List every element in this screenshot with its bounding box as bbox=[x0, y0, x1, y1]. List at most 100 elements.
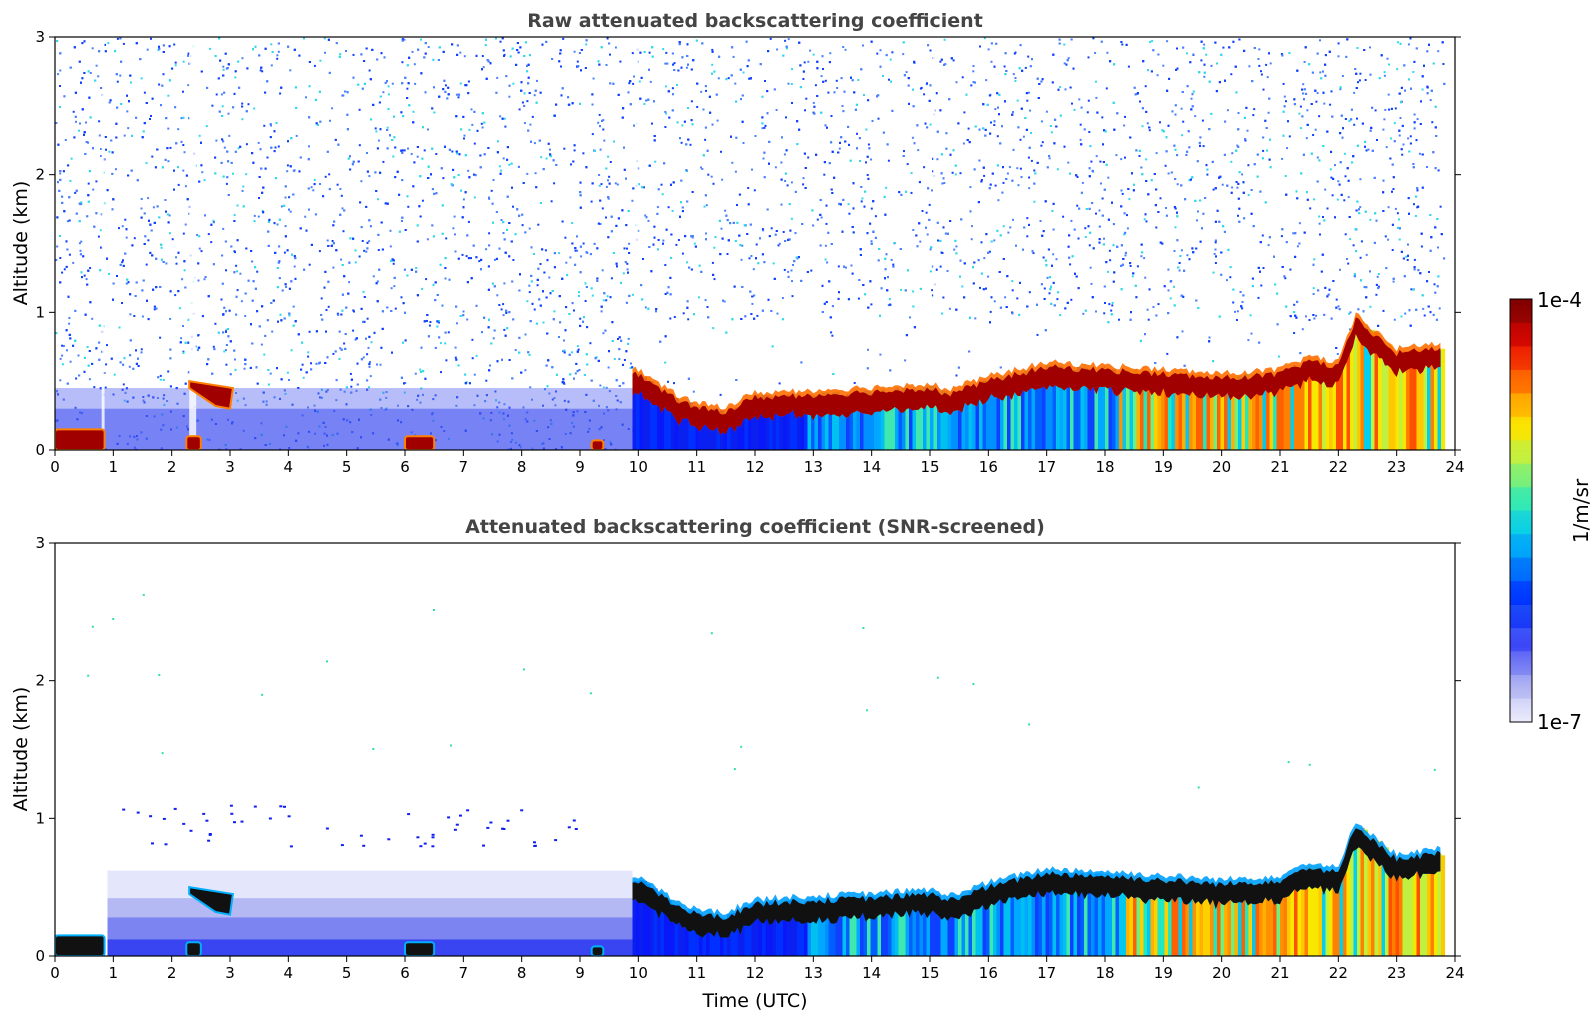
noise-speck bbox=[889, 58, 892, 61]
noise-speck bbox=[600, 183, 603, 186]
noise-speck bbox=[414, 372, 417, 375]
noise-speck bbox=[1318, 222, 1321, 225]
noise-speck bbox=[1118, 318, 1120, 321]
noise-speck bbox=[689, 143, 692, 146]
noise-speck bbox=[292, 305, 295, 308]
noise-speck bbox=[1316, 156, 1319, 159]
noise-speck bbox=[1067, 161, 1070, 164]
noise-speck bbox=[304, 215, 307, 218]
noise-speck bbox=[952, 59, 955, 62]
noise-speck bbox=[1394, 207, 1397, 210]
noise-speck bbox=[288, 196, 291, 199]
noise-speck bbox=[983, 37, 986, 40]
noise-speck bbox=[1103, 312, 1106, 315]
noise-speck bbox=[1109, 259, 1112, 262]
noise-speck bbox=[180, 117, 183, 120]
noise-speck bbox=[1147, 318, 1150, 321]
noise-speck bbox=[169, 146, 172, 149]
noise-speck bbox=[444, 84, 447, 87]
noise-speck bbox=[955, 374, 958, 377]
noise-speck bbox=[528, 227, 531, 230]
noise-speck bbox=[307, 355, 310, 358]
noise-speck bbox=[283, 251, 286, 254]
noise-speck bbox=[485, 379, 488, 382]
noise-speck bbox=[341, 207, 344, 210]
noise-speck bbox=[807, 156, 810, 159]
noise-speck bbox=[961, 76, 964, 79]
noise-speck bbox=[113, 373, 116, 376]
noise-speck bbox=[939, 265, 942, 268]
noise-speck bbox=[142, 396, 145, 398]
noise-speck bbox=[518, 108, 521, 111]
noise-speck bbox=[78, 129, 80, 132]
noise-speck bbox=[140, 348, 143, 351]
noise-speck bbox=[751, 168, 753, 171]
noise-speck bbox=[750, 255, 753, 257]
noise-speck bbox=[809, 49, 812, 52]
noise-speck bbox=[1094, 52, 1097, 54]
noise-speck bbox=[136, 438, 139, 441]
noise-speck bbox=[168, 214, 171, 217]
noise-speck bbox=[785, 116, 787, 119]
noise-speck bbox=[549, 419, 552, 422]
noise-speck bbox=[542, 404, 544, 407]
noise-speck bbox=[174, 61, 177, 64]
noise-speck bbox=[444, 342, 447, 345]
noise-speck bbox=[196, 349, 199, 352]
noise-speck bbox=[1159, 121, 1161, 124]
noise-speck bbox=[447, 437, 450, 440]
noise-speck bbox=[921, 210, 924, 212]
noise-speck bbox=[997, 199, 1000, 202]
noise-speck bbox=[563, 147, 566, 150]
noise-speck bbox=[571, 422, 574, 424]
noise-speck bbox=[1416, 118, 1419, 121]
noise-speck bbox=[609, 441, 612, 444]
noise-speck bbox=[1248, 65, 1251, 68]
noise-speck bbox=[74, 191, 77, 194]
noise-speck bbox=[361, 240, 364, 242]
noise-speck bbox=[1312, 293, 1315, 295]
noise-speck bbox=[705, 89, 707, 92]
noise-speck bbox=[1180, 107, 1183, 110]
noise-speck bbox=[763, 126, 766, 129]
noise-speck bbox=[375, 130, 378, 133]
noise-speck bbox=[123, 399, 126, 402]
noise-speck bbox=[1306, 109, 1309, 112]
noise-speck bbox=[429, 321, 432, 323]
noise-speck bbox=[929, 123, 932, 126]
noise-speck bbox=[377, 249, 380, 251]
noise-speck bbox=[459, 82, 462, 85]
noise-speck bbox=[1212, 188, 1215, 191]
noise-speck bbox=[1257, 58, 1260, 60]
noise-speck bbox=[1329, 168, 1332, 171]
noise-speck bbox=[1144, 276, 1147, 279]
noise-speck bbox=[502, 157, 505, 160]
noise-speck bbox=[1232, 301, 1235, 304]
noise-speck bbox=[223, 146, 226, 149]
noise-speck bbox=[1388, 108, 1390, 111]
noise-speck bbox=[553, 397, 556, 399]
noise-speck bbox=[107, 42, 110, 45]
noise-speck bbox=[740, 258, 743, 261]
noise-speck bbox=[145, 263, 148, 266]
noise-speck bbox=[363, 249, 366, 252]
noise-speck bbox=[980, 241, 983, 244]
noise-speck bbox=[512, 259, 515, 261]
noise-speck bbox=[66, 220, 69, 223]
noise-speck bbox=[128, 365, 131, 368]
noise-speck bbox=[1186, 52, 1188, 55]
noise-speck bbox=[550, 200, 553, 203]
noise-speck bbox=[587, 430, 590, 433]
noise-speck bbox=[909, 316, 911, 319]
noise-speck bbox=[1344, 233, 1347, 236]
noise-speck bbox=[173, 43, 176, 46]
noise-speck bbox=[432, 419, 435, 422]
noise-speck bbox=[1105, 87, 1108, 90]
noise-speck bbox=[576, 249, 579, 252]
noise-speck bbox=[623, 359, 626, 361]
noise-speck bbox=[1303, 61, 1306, 63]
noise-speck bbox=[1407, 43, 1410, 46]
noise-speck bbox=[591, 133, 594, 136]
noise-speck bbox=[888, 78, 890, 81]
noise-speck bbox=[1067, 57, 1070, 60]
